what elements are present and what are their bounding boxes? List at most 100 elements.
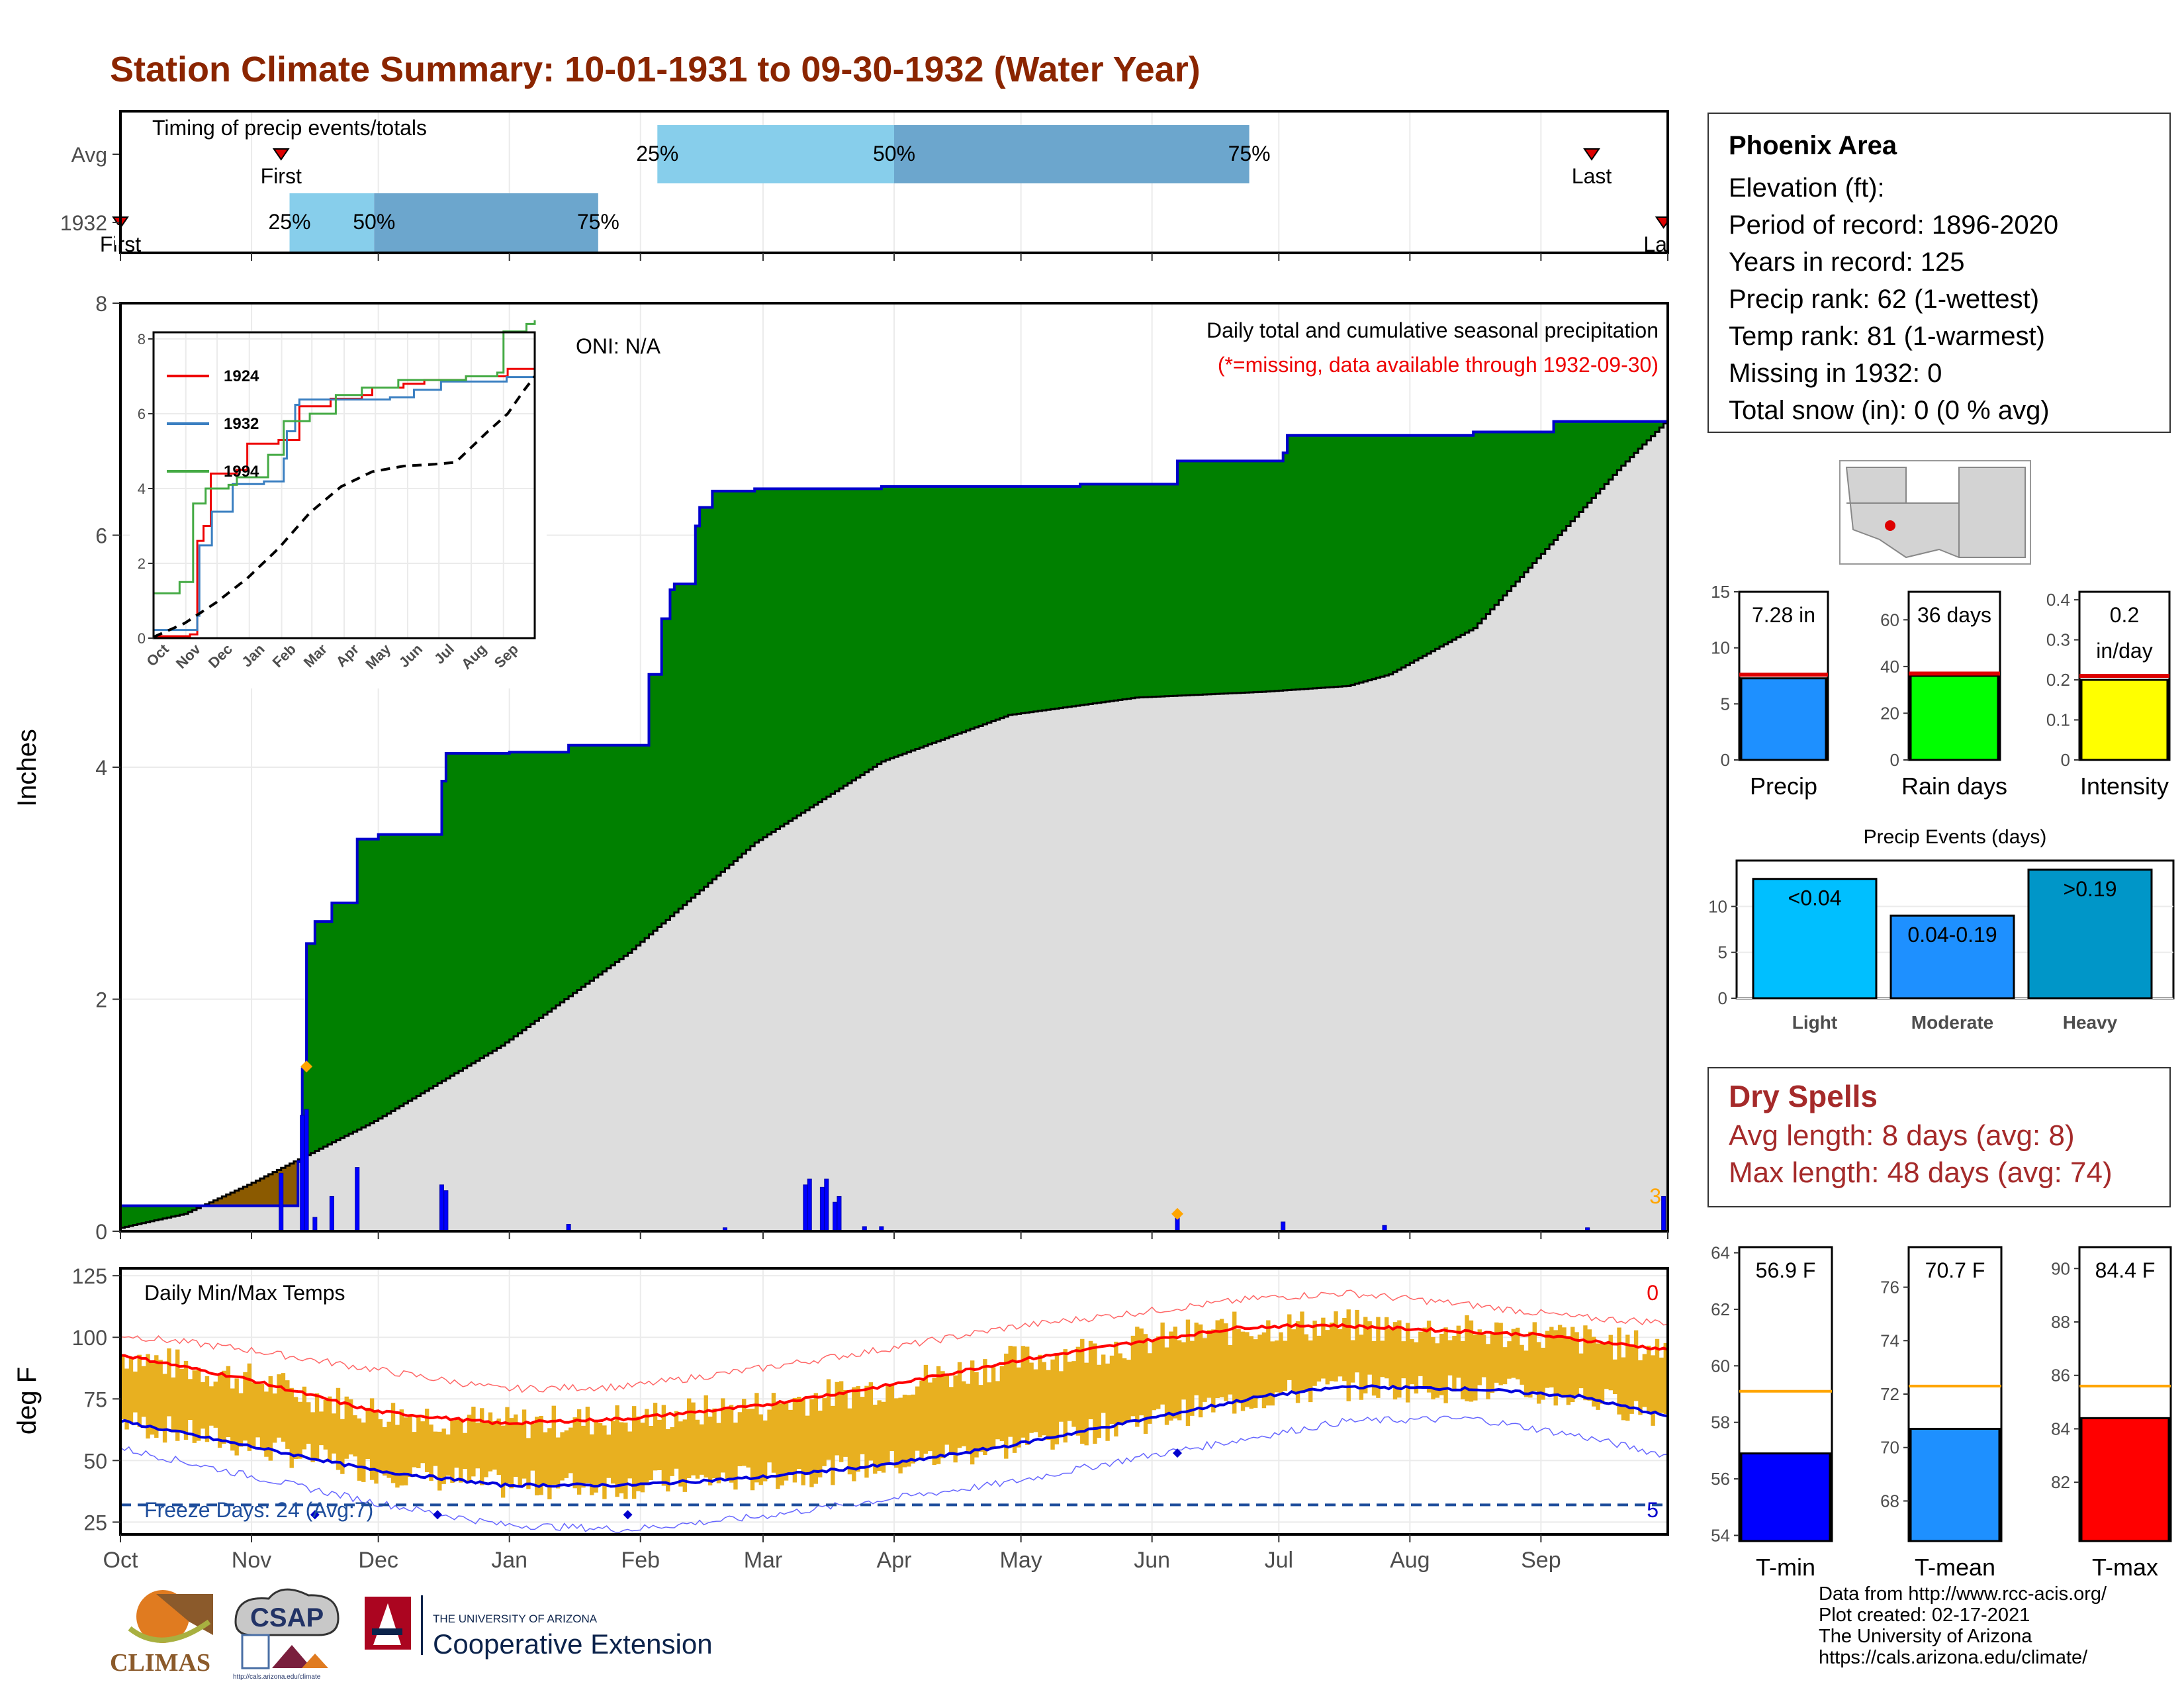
- daily-precip-bar: [1661, 1196, 1666, 1232]
- timing-bar-50-75: [374, 193, 598, 252]
- inset-y-tick-label: 8: [138, 331, 146, 348]
- temp-x-tick-label: Mar: [744, 1548, 783, 1573]
- precip-summary-y-tick-label: 15: [1711, 582, 1730, 602]
- daily-precip-bar: [837, 1196, 842, 1232]
- daily-precip-bar: [329, 1196, 334, 1232]
- events-y-tick-label: 10: [1708, 896, 1727, 916]
- timing-label-25: 25%: [636, 142, 678, 165]
- precip-y-tick-label: 2: [95, 988, 107, 1012]
- tmean-summary-value-label: 70.7 F: [1925, 1258, 1985, 1282]
- precip-cumulative-line: [120, 387, 1669, 1207]
- info-snow: Total snow (in): 0 (0 % avg): [1729, 396, 2050, 425]
- temp-y-axis-label: deg F: [13, 1367, 42, 1434]
- precip-summary-axis-label: Precip: [1750, 773, 1817, 800]
- tmax-summary-value-label: 84.4 F: [2095, 1258, 2156, 1282]
- record-max-line: [120, 1289, 1668, 1393]
- raindays-summary-bar: [1909, 675, 1999, 761]
- timing-label-50: 50%: [353, 210, 395, 234]
- intensity-summary-bar: [2080, 679, 2169, 761]
- daily-temp-range-bars: [120, 1309, 1668, 1499]
- tmax-summary-y-tick-label: 84: [2051, 1419, 2070, 1438]
- daily-precip-bar: [833, 1201, 838, 1232]
- csap-wordmark: CSAP: [250, 1603, 324, 1632]
- inset-y-tick-label: 0: [138, 630, 146, 647]
- tmean-summary-y-tick-label: 68: [1880, 1491, 1899, 1511]
- temp-y-tick-label: 50: [83, 1449, 107, 1473]
- info-missing: Missing in 1932: 0: [1729, 359, 1942, 388]
- tmax-summary-bar: [2080, 1417, 2170, 1542]
- cold-marker: [623, 1510, 633, 1520]
- university-of-arizona-logo: [365, 1595, 423, 1655]
- inset-y-tick-label: 2: [138, 555, 146, 572]
- daily-precip-bar: [300, 1115, 305, 1232]
- daily-precip-bar: [443, 1190, 449, 1232]
- raindays-summary: 0 20 40 60 36 days Rain days: [1880, 590, 2007, 800]
- daily-precip-bar: [824, 1178, 829, 1232]
- timing-bar-25-50: [289, 193, 375, 252]
- dry-spells-title: Dry Spells: [1729, 1079, 1878, 1113]
- inset-series-1932: [154, 365, 536, 632]
- dry-spells-box: Dry Spells Avg length: 8 days (avg: 8) M…: [1707, 1067, 2171, 1207]
- temp-x-tick-label: Jul: [1265, 1548, 1293, 1573]
- daily-precip-bar: [803, 1184, 808, 1232]
- tmax-summary-y-tick-label: 90: [2051, 1258, 2070, 1278]
- events-category-label: Light: [1792, 1012, 1837, 1033]
- tmax-summary-y-tick-label: 82: [2051, 1472, 2070, 1492]
- temp-x-tick-label: Apr: [877, 1548, 912, 1573]
- credits-url: https://cals.arizona.edu/climate/: [1819, 1647, 2088, 1668]
- csap-logo: [234, 1588, 340, 1669]
- inset-series-1924: [154, 367, 535, 637]
- intensity-summary-value-unit: in/day: [2096, 639, 2152, 663]
- cold-marker: [1172, 1448, 1182, 1458]
- credits: Data from http://www.rcc-acis.org/ Plot …: [1819, 1583, 2107, 1668]
- events-bar-moderate: [1889, 914, 2015, 1000]
- inset-legend-label: 1932: [224, 415, 259, 433]
- temp-x-tick-label: Aug: [1390, 1548, 1430, 1573]
- events-category-label: Heavy: [2063, 1012, 2118, 1033]
- timing-label-75: 75%: [577, 210, 619, 234]
- temp-y-tick-label: 100: [72, 1326, 107, 1350]
- events-y-tick-label: 0: [1718, 988, 1727, 1008]
- intensity-summary-y-tick-label: 0.1: [2046, 710, 2070, 730]
- avg-tmin-line: [120, 1384, 1668, 1489]
- tmin-summary-y-tick-label: 60: [1711, 1356, 1730, 1376]
- precip-summary-value-label: 7.28 in: [1752, 603, 1815, 627]
- temp-x-tick-label: Sep: [1521, 1548, 1561, 1573]
- precip-summary-y-tick-label: 10: [1711, 638, 1730, 658]
- precip-average-line: [120, 419, 1669, 1229]
- tmin-summary-y-tick-label: 62: [1711, 1299, 1730, 1319]
- tmean-summary-bar: [1909, 1427, 2001, 1542]
- inset-y-tick-label: 6: [138, 406, 146, 422]
- timing-row-label: 1932: [60, 211, 107, 235]
- raindays-summary-y-tick-label: 60: [1880, 610, 1899, 630]
- intensity-summary-y-tick-label: 0: [2061, 750, 2070, 770]
- precip-summary: 0 5 10 15 7.28 in Precip: [1711, 582, 1829, 800]
- csap-url: http://cals.arizona.edu/climate: [233, 1673, 321, 1681]
- timing-mask: [115, 225, 120, 245]
- inset-frame: [152, 331, 536, 639]
- tmin-summary-axis-label: T-min: [1756, 1554, 1815, 1581]
- events-y-tick-label: 5: [1718, 943, 1727, 962]
- climas-logo: [128, 1590, 213, 1643]
- oni-label: ONI: N/A: [576, 334, 661, 358]
- intensity-summary-y-tick-label: 0.2: [2046, 670, 2070, 690]
- tmin-summary-y-tick-label: 64: [1711, 1243, 1730, 1263]
- inset-y-tick-label: 4: [138, 481, 146, 497]
- timing-label-50: 50%: [873, 142, 915, 165]
- raindays-summary-value-label: 36 days: [1917, 603, 1991, 627]
- inset-series-1994: [154, 320, 536, 594]
- events-title: Precip Events (days): [1864, 826, 2047, 848]
- events-bar-light: [1752, 878, 1878, 1000]
- events-category-label: Moderate: [1911, 1012, 1993, 1033]
- timing-label-25: 25%: [268, 210, 310, 234]
- raindays-summary-axis-label: Rain days: [1901, 773, 2007, 800]
- timing-panel: Timing of precip events/totals 25% 50% 75% F…: [60, 106, 1709, 265]
- temp-y-tick-label: 25: [83, 1511, 107, 1534]
- station-info-box: Phoenix Area Elevation (ft): Period of r…: [1707, 113, 2171, 433]
- tmax-summary-y-tick-label: 88: [2051, 1312, 2070, 1332]
- cold-count: 5: [1647, 1498, 1659, 1522]
- raindays-summary-y-tick-label: 20: [1880, 703, 1899, 723]
- precip-summary-y-tick-label: 5: [1721, 694, 1730, 714]
- temp-x-tick-label: Jan: [491, 1548, 527, 1573]
